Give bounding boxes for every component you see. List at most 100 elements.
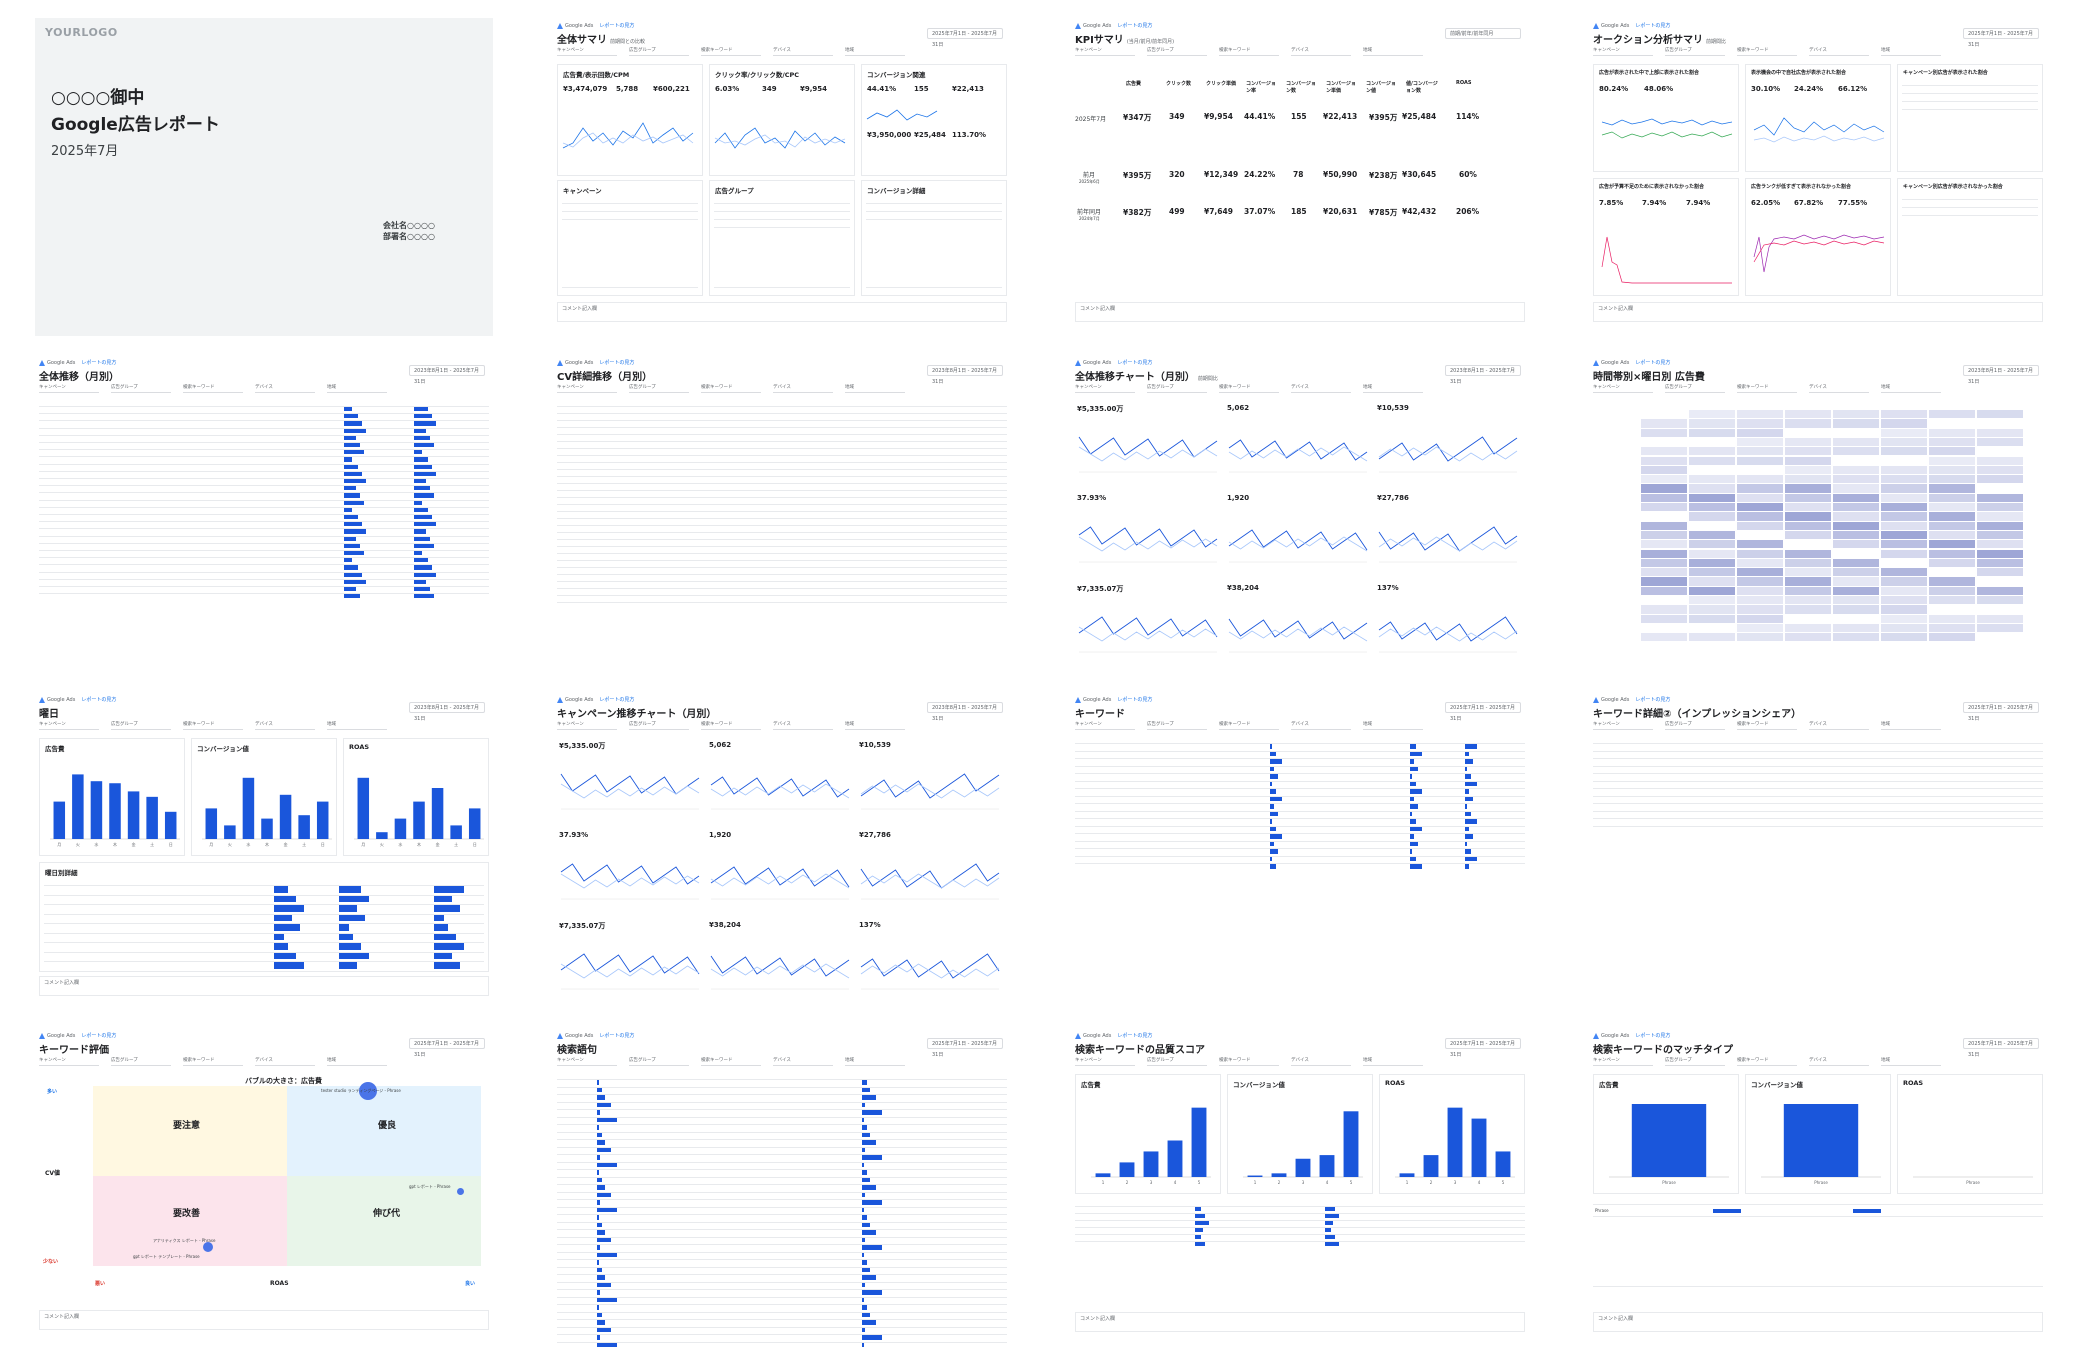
date-picker[interactable]: 2023年8月1日 - 2025年7月31日: [409, 365, 485, 385]
filter-keyword[interactable]: 検索キーワード: [701, 47, 761, 56]
keyword-eval-slide[interactable]: Google Ads レポートの見方 キーワード評価 2025年7月1日 - 20…: [35, 1028, 493, 1346]
help-link[interactable]: レポートの見方: [1117, 697, 1153, 703]
filter-adgroup[interactable]: 広告グループ: [629, 384, 689, 393]
filter-adgroup[interactable]: 広告グループ: [1665, 721, 1725, 730]
filter-region[interactable]: 地域: [1881, 1057, 1941, 1066]
help-link[interactable]: レポートの見方: [1117, 1033, 1153, 1039]
filter-region[interactable]: 地域: [1363, 47, 1423, 56]
filter-region[interactable]: 地域: [1881, 384, 1941, 393]
filter-keyword[interactable]: 検索キーワード: [1219, 1057, 1279, 1066]
date-picker[interactable]: 2025年7月1日 - 2025年7月31日: [409, 1038, 485, 1058]
filter-device[interactable]: デバイス: [1291, 721, 1351, 730]
date-picker[interactable]: 2025年7月1日 - 2025年7月31日: [1445, 702, 1521, 722]
filter-region[interactable]: 地域: [1363, 1057, 1423, 1066]
cv-monthly-slide[interactable]: Google Ads レポートの見方 CV詳細推移（月別） 2023年8月1日 -…: [553, 355, 1011, 673]
help-link[interactable]: レポートの見方: [81, 697, 117, 703]
filter-keyword[interactable]: 検索キーワード: [183, 384, 243, 393]
campaign-trend-slide[interactable]: Google Ads レポートの見方 キャンペーン推移チャート（月別） 2023年…: [553, 692, 1011, 1010]
help-link[interactable]: レポートの見方: [1635, 360, 1671, 366]
keyword-slide[interactable]: Google Ads レポートの見方 キーワード 2025年7月1日 - 2025…: [1071, 692, 1529, 1010]
filter-region[interactable]: 地域: [327, 1057, 387, 1066]
filter-keyword[interactable]: 検索キーワード: [1219, 721, 1279, 730]
comment-box[interactable]: コメント記入欄: [1075, 1312, 1525, 1332]
date-picker[interactable]: 2025年7月1日 - 2025年7月31日: [1963, 28, 2039, 48]
help-link[interactable]: レポートの見方: [1117, 23, 1153, 29]
filter-keyword[interactable]: 検索キーワード: [701, 721, 761, 730]
filter-campaign[interactable]: キャンペーン: [557, 1057, 617, 1066]
filter-device[interactable]: デバイス: [1291, 384, 1351, 393]
date-picker[interactable]: 2023年8月1日 - 2025年7月31日: [927, 702, 1003, 722]
comment-box[interactable]: コメント記入欄: [1593, 1312, 2043, 1332]
filter-device[interactable]: デバイス: [255, 384, 315, 393]
filter-device[interactable]: デバイス: [1291, 1057, 1351, 1066]
filter-adgroup[interactable]: 広告グループ: [111, 721, 171, 730]
filter-adgroup[interactable]: 広告グループ: [629, 47, 689, 56]
kpi-slide[interactable]: Google Ads レポートの見方 KPIサマリ (当月/前月/前年同月) 前期/…: [1071, 18, 1529, 336]
date-picker[interactable]: 2025年7月1日 - 2025年7月31日: [927, 1038, 1003, 1058]
filter-region[interactable]: 地域: [327, 721, 387, 730]
filter-adgroup[interactable]: 広告グループ: [629, 721, 689, 730]
filter-region[interactable]: 地域: [1881, 721, 1941, 730]
filter-adgroup[interactable]: 広告グループ: [1665, 1057, 1725, 1066]
filter-adgroup[interactable]: 広告グループ: [1147, 47, 1207, 56]
filter-adgroup[interactable]: 広告グループ: [1147, 1057, 1207, 1066]
filter-region[interactable]: 地域: [845, 1057, 905, 1066]
date-picker[interactable]: 2023年8月1日 - 2025年7月31日: [409, 702, 485, 722]
comment-box[interactable]: コメント記入欄: [39, 1310, 489, 1330]
bubble[interactable]: [359, 1082, 377, 1100]
filter-device[interactable]: デバイス: [1809, 721, 1869, 730]
filter-campaign[interactable]: キャンペーン: [39, 1057, 99, 1066]
monthly-slide[interactable]: Google Ads レポートの見方 全体推移（月別） 2023年8月1日 - 2…: [35, 355, 493, 673]
filter-campaign[interactable]: キャンペーン: [1075, 47, 1135, 56]
date-picker[interactable]: 2025年7月1日 - 2025年7月31日: [1445, 1038, 1521, 1058]
cover-slide[interactable]: YOURLOGO ○○○○御中 Google広告レポート 2025年7月 会社名…: [35, 18, 493, 336]
filter-device[interactable]: デバイス: [773, 721, 833, 730]
match-type-slide[interactable]: Google Ads レポートの見方 検索キーワードのマッチタイプ 2025年7月…: [1589, 1028, 2047, 1346]
filter-adgroup[interactable]: 広告グループ: [629, 1057, 689, 1066]
help-link[interactable]: レポートの見方: [1635, 23, 1671, 29]
filter-adgroup[interactable]: 広告グループ: [1147, 384, 1207, 393]
date-picker[interactable]: 2025年7月1日 - 2025年7月31日: [1963, 1038, 2039, 1058]
filter-device[interactable]: デバイス: [1809, 47, 1869, 56]
filter-campaign[interactable]: キャンペーン: [557, 721, 617, 730]
filter-keyword[interactable]: 検索キーワード: [1219, 384, 1279, 393]
help-link[interactable]: レポートの見方: [599, 23, 635, 29]
help-link[interactable]: レポートの見方: [1635, 1033, 1671, 1039]
comment-box[interactable]: コメント記入欄: [557, 302, 1007, 322]
date-picker[interactable]: 2023年8月1日 - 2025年7月31日: [927, 365, 1003, 385]
filter-region[interactable]: 地域: [1363, 721, 1423, 730]
help-link[interactable]: レポートの見方: [81, 1033, 117, 1039]
filter-adgroup[interactable]: 広告グループ: [111, 384, 171, 393]
filter-keyword[interactable]: 検索キーワード: [701, 384, 761, 393]
keyword2-slide[interactable]: Google Ads レポートの見方 キーワード詳細②（インプレッションシェア） …: [1589, 692, 2047, 1010]
filter-keyword[interactable]: 検索キーワード: [183, 721, 243, 730]
auction-slide[interactable]: Google Ads レポートの見方 オークション分析サマリ 前期間比 2025年7…: [1589, 18, 2047, 336]
filter-campaign[interactable]: キャンペーン: [39, 721, 99, 730]
help-link[interactable]: レポートの見方: [1635, 697, 1671, 703]
help-link[interactable]: レポートの見方: [1117, 360, 1153, 366]
date-picker[interactable]: 2023年8月1日 - 2025年7月31日: [1963, 365, 2039, 385]
filter-adgroup[interactable]: 広告グループ: [1665, 384, 1725, 393]
filter-campaign[interactable]: キャンペーン: [1593, 721, 1653, 730]
filter-keyword[interactable]: 検索キーワード: [1737, 721, 1797, 730]
filter-device[interactable]: デバイス: [1291, 47, 1351, 56]
weekday-slide[interactable]: Google Ads レポートの見方 曜日 2023年8月1日 - 2025年7月…: [35, 692, 493, 1010]
filter-campaign[interactable]: キャンペーン: [1075, 384, 1135, 393]
trend-chart-slide[interactable]: Google Ads レポートの見方 全体推移チャート（月別） 前期間比 2023年…: [1071, 355, 1529, 673]
filter-adgroup[interactable]: 広告グループ: [111, 1057, 171, 1066]
filter-region[interactable]: 地域: [845, 47, 905, 56]
bubble[interactable]: [203, 1242, 213, 1252]
filter-keyword[interactable]: 検索キーワード: [183, 1057, 243, 1066]
filter-device[interactable]: デバイス: [773, 47, 833, 56]
filter-campaign[interactable]: キャンペーン: [1075, 1057, 1135, 1066]
overview-slide[interactable]: Google Ads レポートの見方 全体サマリ 前期間との比較 2025年7月1日…: [553, 18, 1011, 336]
filter-campaign[interactable]: キャンペーン: [1075, 721, 1135, 730]
quality-slide[interactable]: Google Ads レポートの見方 検索キーワードの品質スコア 2025年7月1…: [1071, 1028, 1529, 1346]
filter-keyword[interactable]: 検索キーワード: [701, 1057, 761, 1066]
filter-device[interactable]: デバイス: [1809, 1057, 1869, 1066]
filter-campaign[interactable]: キャンペーン: [557, 384, 617, 393]
filter-keyword[interactable]: 検索キーワード: [1219, 47, 1279, 56]
comment-box[interactable]: コメント記入欄: [1075, 302, 1525, 322]
comment-box[interactable]: コメント記入欄: [1593, 302, 2043, 322]
filter-campaign[interactable]: キャンペーン: [1593, 384, 1653, 393]
